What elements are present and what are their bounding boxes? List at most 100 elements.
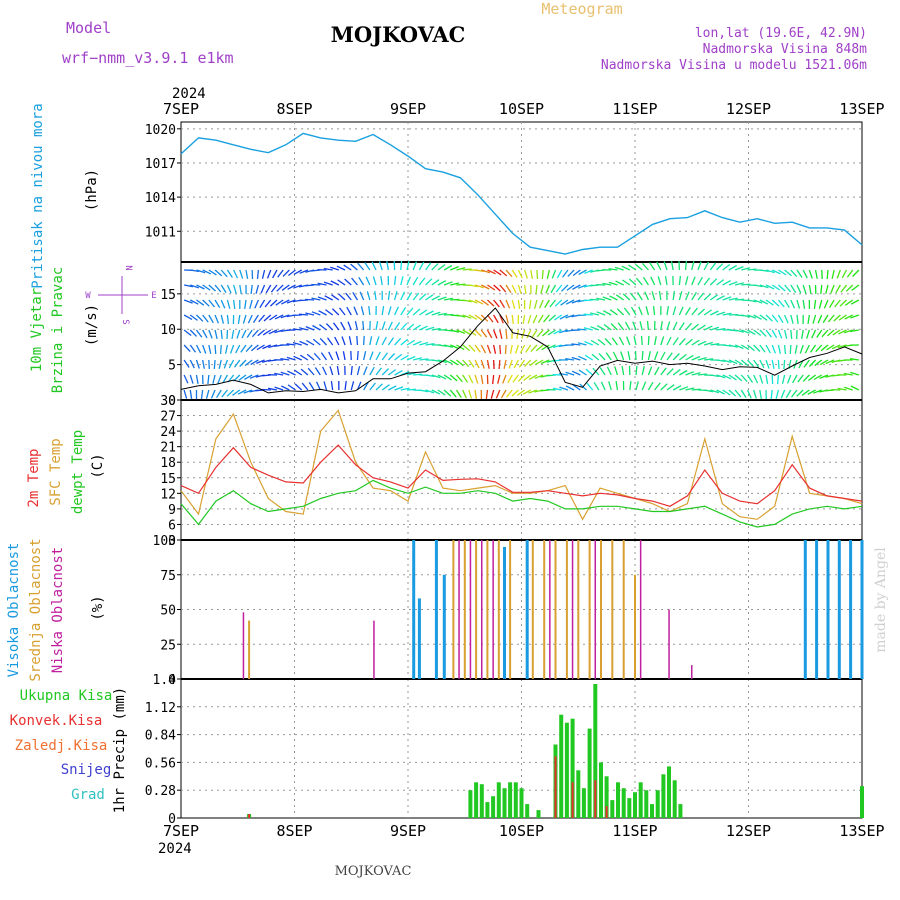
wind-barb: [666, 384, 675, 391]
wind-barb: [431, 263, 439, 271]
wind-barb: [487, 284, 496, 291]
wind-barb: [317, 296, 327, 301]
wind-barb: [785, 389, 792, 399]
wind-barb: [827, 314, 835, 323]
model-name: wrf−nmm_v3.9.1 e1km: [62, 49, 234, 67]
wind-barb: [808, 374, 816, 382]
wind-barb: [252, 314, 259, 323]
wind-barb: [816, 329, 823, 338]
wind-barb: [502, 374, 507, 384]
wind-barb: [641, 262, 649, 271]
temp-unit: (C): [90, 453, 106, 478]
cloud-high-bar: [442, 574, 446, 680]
wind-barb: [262, 329, 272, 336]
wind-barb: [638, 306, 643, 316]
wind-barb: [239, 269, 244, 279]
wind-barb: [450, 344, 459, 350]
wind-barb: [393, 306, 399, 316]
wind-barb: [358, 277, 365, 286]
wind-barb: [419, 341, 429, 346]
wind-barb: [381, 352, 389, 361]
wind-barb: [331, 308, 340, 316]
cloud-ylabel-high: Visoka Oblacnost: [6, 543, 22, 678]
wind-barb: [381, 336, 387, 346]
wind-barb: [641, 350, 644, 361]
wind-barb: [741, 267, 751, 271]
wind-barb: [412, 324, 422, 331]
wind-barb: [344, 381, 347, 391]
temp2m-line: [180, 444, 863, 507]
wind-barb: [360, 306, 365, 316]
wind-barb: [352, 291, 358, 301]
wind-barb: [314, 367, 321, 376]
wind-barb: [740, 359, 749, 367]
wind-barb: [684, 291, 690, 301]
wind-barb: [620, 351, 625, 361]
wind-barb: [431, 327, 441, 331]
precip-total-bar: [525, 804, 530, 818]
wind-barb: [728, 281, 738, 286]
wind-barb: [632, 321, 637, 331]
wind-barb: [826, 344, 835, 351]
wind-barb: [217, 374, 222, 384]
wind-barb: [780, 389, 786, 399]
cloud-high-bar: [849, 540, 853, 679]
wind-barb: [584, 354, 594, 361]
wind-barb: [406, 339, 415, 346]
wind-barb: [371, 261, 377, 271]
cloud-low-bar: [492, 540, 494, 679]
precip-conv-bar: [594, 780, 597, 818]
wind-barb: [357, 262, 365, 271]
wind-barb: [521, 329, 526, 339]
wind-barb: [828, 299, 835, 309]
wind-barb: [820, 284, 823, 294]
wind-barb: [585, 368, 594, 376]
wind-ylabel-1: 10m Vjetar: [29, 288, 45, 372]
wind-barb: [449, 389, 457, 398]
wind-barb: [608, 281, 618, 286]
cloud-low-bar: [242, 612, 245, 679]
wind-barb: [298, 313, 308, 316]
cloud-mid-bar: [543, 540, 546, 679]
wind-barb: [850, 371, 860, 376]
wind-barb: [183, 389, 188, 399]
wind-barb: [615, 381, 619, 391]
wind-barb: [722, 280, 731, 286]
wind-barb: [790, 389, 798, 398]
wind-barb: [462, 299, 472, 303]
lonlat-text: lon,lat (19.6E, 42.9N): [695, 26, 867, 41]
wind-barb: [609, 309, 618, 316]
wind-barb: [794, 344, 798, 354]
wind-barb: [583, 313, 593, 316]
cloud-low-bar: [373, 620, 375, 679]
wind-barb: [493, 314, 499, 324]
cloud-high-bar: [837, 540, 841, 679]
wind-barb: [535, 284, 538, 294]
x-tick-label-bottom: 12SEP: [726, 822, 771, 840]
wind-barb: [571, 370, 581, 376]
wind-barb: [462, 344, 471, 352]
wind-barb: [527, 314, 532, 324]
precip-total-bar: [513, 782, 518, 818]
wind-barb: [226, 389, 235, 397]
wind-barb: [709, 294, 718, 301]
wind-barb: [270, 284, 278, 293]
y-tick-label: 5: [168, 359, 176, 374]
wind-barb: [771, 329, 778, 339]
compass-w: W: [85, 291, 91, 301]
wind-barb: [753, 389, 757, 399]
wind-barb: [843, 329, 853, 334]
precip-total-bar: [496, 782, 501, 818]
wind-barb: [759, 374, 764, 384]
wind-barb: [236, 329, 241, 339]
wind-barb: [474, 344, 481, 353]
wind-barb: [765, 269, 775, 274]
wind-barb: [559, 314, 569, 320]
panel-frame: [180, 399, 863, 541]
wind-barb: [306, 339, 315, 346]
precip-total-bar: [485, 802, 490, 818]
wind-barb: [796, 389, 804, 397]
wind-barb: [691, 276, 696, 286]
wind-barb: [325, 323, 334, 331]
